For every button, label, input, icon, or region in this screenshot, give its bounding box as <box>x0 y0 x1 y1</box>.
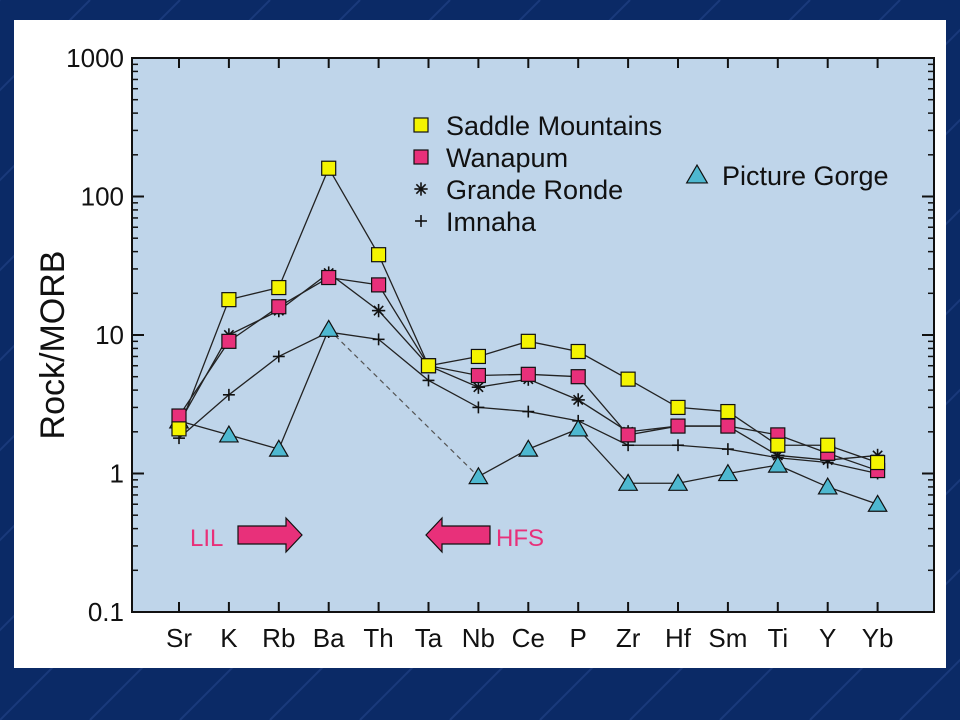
chart-panel: 0.1 1 10 100 1000 Sr K Rb Ba Th Ta Nb Ce P Zr Hf Sm Ti Y Y… <box>14 20 946 668</box>
data-point <box>820 437 836 453</box>
data-point <box>867 494 888 512</box>
data-point <box>670 399 686 416</box>
annotations: LIL HFS <box>190 516 544 554</box>
legend-label: Wanapum <box>446 143 568 173</box>
data-point <box>413 149 429 165</box>
x-tick-label: Ce <box>512 623 545 653</box>
data-point <box>670 418 686 434</box>
data-point <box>570 369 586 385</box>
data-point <box>272 350 285 363</box>
data-point <box>222 388 235 401</box>
data-point <box>520 333 536 349</box>
data-point <box>221 333 237 349</box>
data-point <box>817 476 838 495</box>
x-tick-label: Yb <box>862 623 894 653</box>
y-tick-label: 10 <box>95 320 124 350</box>
hfs-label: HFS <box>496 525 544 552</box>
data-point <box>620 371 636 387</box>
data-point <box>221 292 237 308</box>
data-point <box>720 403 736 420</box>
legend-label: Picture Gorge <box>722 161 889 191</box>
data-point <box>571 393 585 407</box>
legend-label: Saddle Mountains <box>446 111 662 141</box>
data-point <box>271 299 287 315</box>
data-point <box>372 333 385 346</box>
y-tick-label: 0.1 <box>88 597 124 627</box>
y-tick-label: 1000 <box>66 43 124 73</box>
x-tick-label: K <box>220 623 238 653</box>
data-point <box>470 348 486 365</box>
hfs-arrow <box>425 516 491 554</box>
star-stroke <box>572 394 584 406</box>
x-tick-label: Hf <box>665 623 692 653</box>
series-dashed-link <box>328 328 479 478</box>
data-point <box>721 443 734 456</box>
star-stroke <box>415 183 427 195</box>
x-tick-label: Ba <box>313 623 345 653</box>
data-point <box>720 418 736 434</box>
data-point <box>271 279 287 296</box>
spider-diagram: 0.1 1 10 100 1000 Sr K Rb Ba Th Ta Nb Ce P Zr Hf Sm Ti Y Y… <box>34 43 935 653</box>
legend-label: Grande Ronde <box>446 175 623 205</box>
lil-label: LIL <box>190 525 223 552</box>
data-point <box>518 439 539 457</box>
x-tick-label: Sm <box>708 623 747 653</box>
data-point <box>520 366 536 382</box>
x-tick-label: Sr <box>166 623 192 653</box>
data-point <box>318 319 339 337</box>
data-point <box>371 303 386 318</box>
x-tick-label: Y <box>819 623 836 653</box>
x-tick-label: P <box>570 623 587 653</box>
legend-label: Imnaha <box>446 207 537 237</box>
data-point <box>321 160 337 176</box>
data-point <box>371 277 387 293</box>
data-point <box>414 182 428 196</box>
x-tick-label: Ta <box>415 623 443 653</box>
y-axis-ticks: 0.1 1 10 100 1000 <box>66 43 934 627</box>
data-point <box>468 466 489 485</box>
data-point <box>770 437 786 453</box>
data-point <box>470 367 486 384</box>
data-point <box>620 427 636 443</box>
star-stroke <box>473 381 484 393</box>
y-axis-label: Rock/MORB <box>34 251 72 440</box>
data-point <box>415 215 427 227</box>
data-point <box>567 418 589 437</box>
data-point <box>685 163 709 184</box>
series-markers <box>168 160 888 512</box>
data-point <box>522 405 535 418</box>
data-point <box>321 269 337 286</box>
y-tick-label: 100 <box>81 182 124 212</box>
data-point <box>371 247 387 263</box>
data-point <box>420 358 437 374</box>
data-point <box>171 421 187 437</box>
data-point <box>268 439 290 457</box>
data-point <box>767 455 789 473</box>
star-stroke <box>373 305 384 316</box>
x-tick-label: Zr <box>616 623 641 653</box>
data-point <box>218 424 240 443</box>
data-point <box>617 473 639 491</box>
y-tick-label: 1 <box>110 459 124 489</box>
data-point <box>667 473 689 491</box>
data-point <box>717 463 739 482</box>
data-point <box>422 374 435 387</box>
data-point <box>171 408 187 424</box>
data-point <box>869 454 886 471</box>
data-point <box>570 343 586 360</box>
data-point <box>672 439 684 452</box>
x-tick-label: Ti <box>767 623 788 653</box>
x-tick-label: Th <box>363 623 393 653</box>
x-tick-label: Rb <box>262 623 295 653</box>
x-axis-ticks: Sr K Rb Ba Th Ta Nb Ce P Zr Hf Sm Ti Y Yb <box>166 58 894 653</box>
lil-arrow <box>237 516 303 554</box>
data-point <box>413 117 429 133</box>
x-tick-label: Nb <box>462 623 495 653</box>
data-point <box>472 401 485 414</box>
